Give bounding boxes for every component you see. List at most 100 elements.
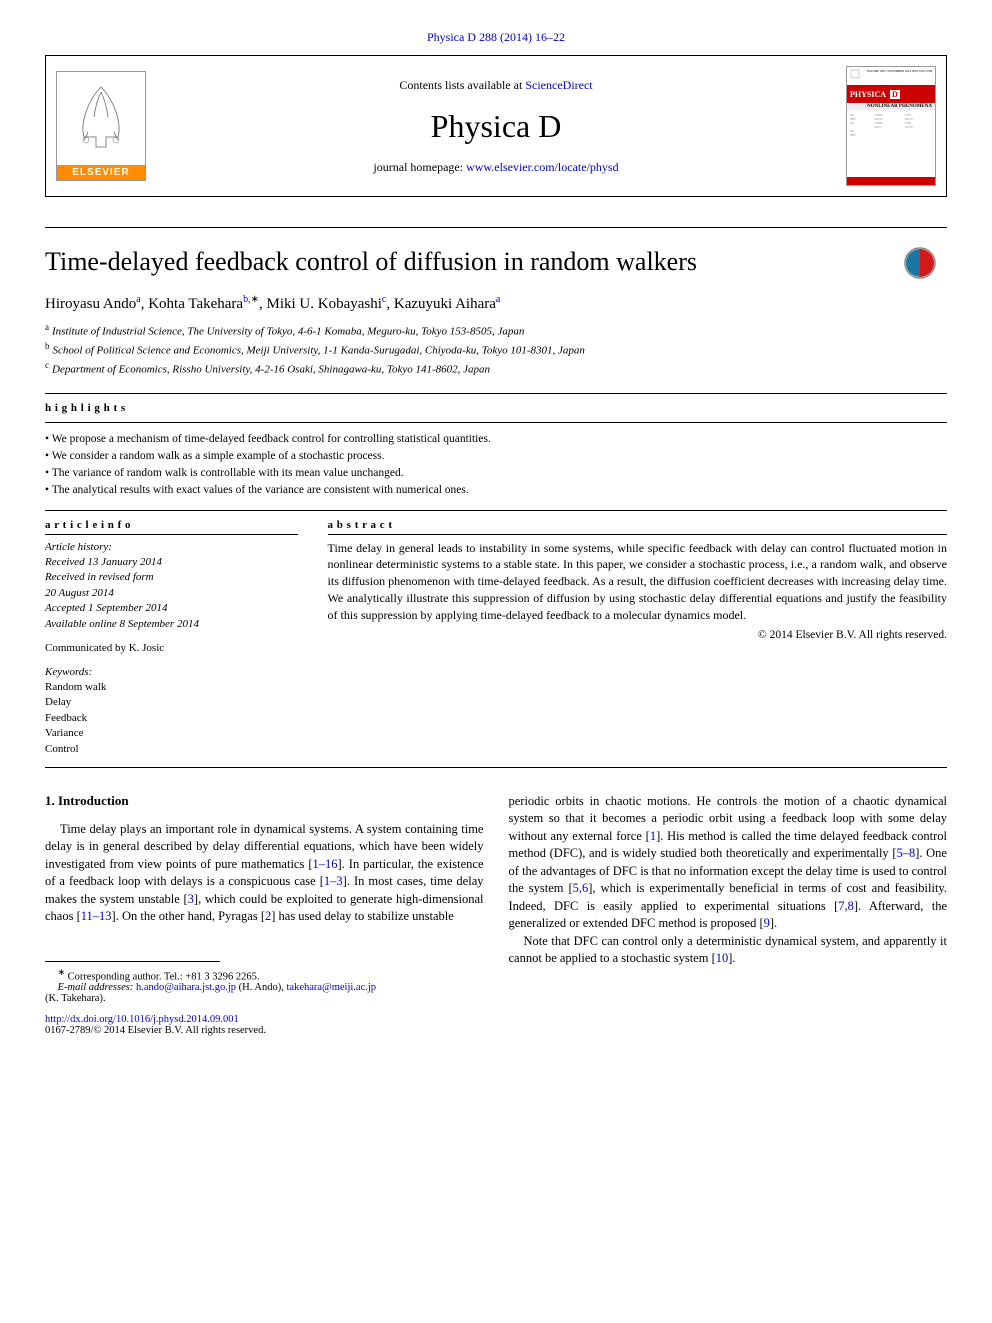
keyword: Delay: [45, 695, 298, 710]
ref-link[interactable]: 1–16: [313, 857, 338, 871]
banner-center: Contents lists available at ScienceDirec…: [146, 78, 846, 175]
crossmark-icon[interactable]: [903, 246, 937, 280]
article-header: Time-delayed feedback control of diffusi…: [45, 246, 947, 378]
history-line: Received 13 January 2014: [45, 555, 298, 570]
highlight-item: The variance of random walk is controlla…: [45, 465, 947, 482]
homepage-line: journal homepage: www.elsevier.com/locat…: [146, 160, 846, 175]
keyword: Control: [45, 742, 298, 757]
doi-line: http://dx.doi.org/10.1016/j.physd.2014.0…: [45, 1014, 484, 1025]
body-text-left: Time delay plays an important role in dy…: [45, 821, 484, 926]
highlight-item: We consider a random walk as a simple ex…: [45, 448, 947, 465]
abstract-title: a b s t r a c t: [328, 519, 947, 535]
doi-link[interactable]: http://dx.doi.org/10.1016/j.physd.2014.0…: [45, 1014, 239, 1025]
author-4: Kazuyuki Aihara: [394, 296, 496, 312]
aff-label-a: a: [45, 322, 49, 332]
elsevier-logo[interactable]: ELSEVIER: [56, 71, 146, 181]
text-span: ]. On the other hand, Pyragas [: [112, 909, 265, 923]
homepage-link[interactable]: www.elsevier.com/locate/physd: [466, 160, 619, 174]
communicated-by: Communicated by K. Josic: [45, 642, 298, 654]
section-heading: 1. Introduction: [45, 793, 484, 809]
column-left: 1. Introduction Time delay plays an impo…: [45, 793, 484, 1037]
cover-subtitle: NONLINEAR PHENOMENA: [847, 103, 935, 110]
keyword: Variance: [45, 726, 298, 741]
affiliations: aInstitute of Industrial Science, The Un…: [45, 321, 947, 378]
ref-link[interactable]: 5–8: [896, 846, 915, 860]
history-line: Available online 8 September 2014: [45, 617, 298, 632]
corr-mark: ∗: [58, 967, 65, 977]
keyword: Feedback: [45, 711, 298, 726]
affiliation-c: Department of Economics, Rissho Universi…: [52, 363, 490, 375]
rule-3: [45, 510, 947, 511]
highlights: h i g h l i g h t s We propose a mechani…: [45, 402, 947, 500]
text-span: ].: [728, 951, 735, 965]
ref-link[interactable]: 7,8: [838, 899, 854, 913]
authors: Hiroyasu Andoa, Kohta Takeharab,∗, Miki …: [45, 294, 947, 313]
history-line: Received in revised form: [45, 570, 298, 585]
journal-name: Physica D: [146, 108, 846, 145]
tree-icon: [66, 82, 136, 152]
article-history: Article history: Received 13 January 201…: [45, 540, 298, 632]
bottom-copyright: 0167-2789/© 2014 Elsevier B.V. All right…: [45, 1025, 484, 1036]
text-span: ] has used delay to stabilize unstable: [271, 909, 454, 923]
journal-cover[interactable]: VOLUME 288 1 NOVEMBER 2014 ISSN 0167-278…: [846, 66, 936, 186]
affiliation-b: School of Political Science and Economic…: [53, 344, 585, 356]
homepage-prefix: journal homepage:: [373, 160, 466, 174]
footer-divider: [45, 961, 220, 962]
elsevier-text: ELSEVIER: [57, 165, 145, 180]
email-link-1[interactable]: h.ando@aihara.jst.go.jp: [136, 982, 236, 993]
ref-link[interactable]: 11–13: [81, 909, 112, 923]
rule-2: [45, 422, 947, 423]
article-info: a r t i c l e i n f o Article history: R…: [45, 519, 298, 757]
email-line: E-mail addresses: h.ando@aihara.jst.go.j…: [45, 982, 484, 1004]
author-2: Kohta Takehara: [148, 296, 243, 312]
keywords: Random walk Delay Feedback Variance Cont…: [45, 680, 298, 757]
cover-letter: D: [890, 90, 900, 99]
corr-text: Corresponding author. Tel.: +81 3 3296 2…: [68, 971, 260, 982]
abstract-copyright: © 2014 Elsevier B.V. All rights reserved…: [328, 629, 947, 641]
author-1: Hiroyasu Ando: [45, 296, 136, 312]
abstract: a b s t r a c t Time delay in general le…: [328, 519, 947, 757]
body-columns: 1. Introduction Time delay plays an impo…: [45, 793, 947, 1037]
corresponding-mark: ∗: [251, 294, 259, 305]
text-span: ].: [770, 916, 777, 930]
rule-4: [45, 767, 947, 768]
author-3: Miki U. Kobayashi: [266, 296, 381, 312]
sciencedirect-link[interactable]: ScienceDirect: [525, 78, 592, 92]
header-citation: Physica D 288 (2014) 16–22: [45, 30, 947, 45]
rule-1: [45, 393, 947, 394]
correspondence-note: ∗ Corresponding author. Tel.: +81 3 3296…: [45, 967, 484, 983]
history-line: Accepted 1 September 2014: [45, 601, 298, 616]
keyword: Random walk: [45, 680, 298, 695]
highlights-title: h i g h l i g h t s: [45, 402, 947, 414]
info-abstract-row: a r t i c l e i n f o Article history: R…: [45, 519, 947, 757]
ref-link[interactable]: 5,6: [573, 881, 589, 895]
aff-link-c[interactable]: c: [382, 294, 386, 305]
keywords-label: Keywords:: [45, 666, 298, 678]
aff-link-a1[interactable]: a: [136, 294, 140, 305]
abstract-text: Time delay in general leads to instabili…: [328, 540, 947, 624]
article-title: Time-delayed feedback control of diffusi…: [45, 246, 947, 279]
contents-line: Contents lists available at ScienceDirec…: [146, 78, 846, 93]
top-rule: [45, 227, 947, 228]
citation-link[interactable]: Physica D 288 (2014) 16–22: [427, 30, 565, 44]
affiliation-a: Institute of Industrial Science, The Uni…: [52, 325, 524, 337]
contents-prefix: Contents lists available at: [399, 78, 525, 92]
email-end: (K. Takehara).: [45, 993, 106, 1004]
highlight-item: We propose a mechanism of time-delayed f…: [45, 431, 947, 448]
aff-label-c: c: [45, 360, 49, 370]
aff-link-a2[interactable]: a: [496, 294, 500, 305]
ref-link[interactable]: 10: [716, 951, 729, 965]
column-right: periodic orbits in chaotic motions. He c…: [509, 793, 948, 1037]
email-mid: (H. Ando),: [236, 982, 286, 993]
email-prefix: E-mail addresses:: [58, 982, 136, 993]
aff-link-b[interactable]: b: [243, 294, 248, 305]
highlight-item: The analytical results with exact values…: [45, 482, 947, 499]
aff-label-b: b: [45, 341, 50, 351]
ref-link[interactable]: 1–3: [324, 874, 343, 888]
journal-banner: ELSEVIER Contents lists available at Sci…: [45, 55, 947, 197]
history-line: 20 August 2014: [45, 586, 298, 601]
info-title: a r t i c l e i n f o: [45, 519, 298, 535]
history-line: Article history:: [45, 540, 298, 555]
email-link-2[interactable]: takehara@meiji.ac.jp: [287, 982, 377, 993]
cover-title: PHYSICA: [850, 90, 886, 99]
